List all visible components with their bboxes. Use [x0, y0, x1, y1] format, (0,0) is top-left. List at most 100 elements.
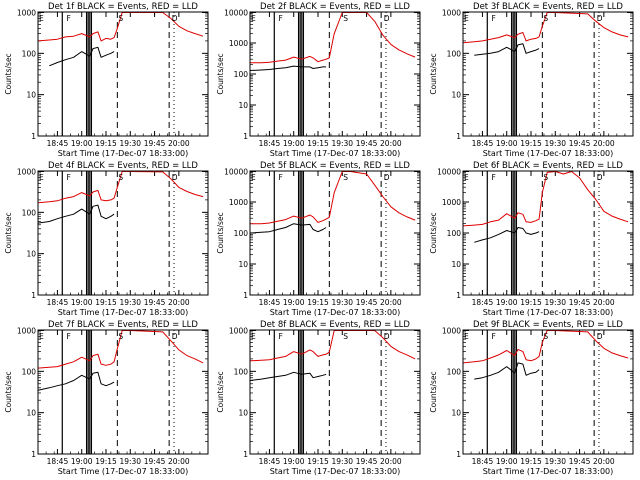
x-tick-label: 18:45 [259, 298, 281, 307]
x-tick-label: 19:45 [356, 457, 378, 466]
flag-marker-s: S [343, 14, 348, 23]
flag-marker-s: S [343, 173, 348, 182]
axes-frame [37, 329, 209, 455]
y-tick-label: 1 [31, 450, 36, 459]
y-tick-label: 1000 [229, 39, 248, 48]
x-tick-label: 19:45 [144, 457, 166, 466]
flag-marker-s: S [543, 173, 548, 182]
flag-marker-s: S [543, 332, 548, 341]
x-tick-label: 20:00 [168, 298, 190, 307]
flag-marker-d: D [384, 14, 390, 23]
x-tick-label: 20:00 [168, 457, 190, 466]
x-tick-label: 19:00 [496, 139, 518, 148]
x-tick-label: 18:45 [472, 139, 494, 148]
x-tick-label: 19:15 [95, 298, 117, 307]
y-tick-label: 1000 [442, 327, 461, 336]
x-tick-label: 18:45 [472, 457, 494, 466]
flag-marker-e: E [464, 332, 469, 341]
x-tick-label: 19:15 [307, 457, 329, 466]
flag-marker-e: E [464, 173, 469, 182]
x-tick-label: 19:00 [496, 298, 518, 307]
panel-title: Det 3f BLACK = Events, RED = LLD [473, 2, 623, 12]
flag-marker-f: F [67, 332, 71, 341]
plot-area [463, 330, 629, 454]
axes-frame [462, 329, 634, 455]
x-tick-label: 19:30 [544, 298, 566, 307]
plot-area [38, 12, 204, 136]
panel-det-7: Det 7f BLACK = Events, RED = LLD Counts/s… [4, 320, 209, 476]
flag-marker-s: S [543, 14, 548, 23]
y-axis-label: Counts/sec [429, 371, 438, 412]
y-tick-label: 10 [238, 101, 248, 110]
x-axis-label: Start Time (17-Dec-07 18:33:00) [58, 467, 189, 476]
x-tick-label: 18:45 [47, 457, 69, 466]
y-axis-label: Counts/sec [216, 212, 225, 253]
y-tick-label: 100 [447, 229, 462, 238]
x-tick-label: 18:45 [47, 139, 69, 148]
series-lld-line [38, 171, 204, 204]
flag-marker-d: D [597, 14, 603, 23]
y-axis-label: Counts/sec [216, 53, 225, 94]
x-tick-label: 19:00 [283, 457, 305, 466]
x-tick-label: 19:00 [71, 457, 93, 466]
flag-marker-s: S [118, 173, 123, 182]
y-tick-label: 10 [26, 91, 36, 100]
x-tick-label: 19:15 [307, 139, 329, 148]
flag-marker-e: E [251, 173, 256, 182]
series-lld-line [463, 171, 629, 227]
panel-det-4: Det 4f BLACK = Events, RED = LLD Counts/s… [4, 161, 209, 317]
y-tick-label: 10 [238, 260, 248, 269]
y-axis-label: Counts/sec [429, 53, 438, 94]
x-tick-label: 19:30 [544, 457, 566, 466]
y-tick-label: 100 [234, 70, 249, 79]
y-axis-label: Counts/sec [4, 53, 13, 94]
x-tick-label: 19:30 [119, 298, 141, 307]
x-tick-label: 19:30 [331, 298, 353, 307]
x-tick-label: 19:15 [520, 298, 542, 307]
flag-marker-s: S [118, 332, 123, 341]
x-tick-label: 20:00 [380, 457, 402, 466]
flag-marker-d: D [384, 173, 390, 182]
y-tick-label: 10000 [224, 168, 248, 177]
panel-title: Det 8f BLACK = Events, RED = LLD [260, 320, 410, 330]
panel-det-5: Det 5f BLACK = Events, RED = LLD Counts/s… [216, 161, 421, 317]
x-tick-label: 18:45 [47, 298, 69, 307]
axes-frame [37, 11, 209, 137]
y-tick-label: 100 [447, 49, 462, 58]
x-tick-label: 19:15 [520, 139, 542, 148]
x-tick-label: 19:45 [569, 298, 591, 307]
series-lld-line [250, 12, 416, 64]
axes-frame [249, 11, 421, 137]
series-lld-line [250, 330, 416, 362]
x-tick-label: 19:30 [119, 139, 141, 148]
x-axis-label: Start Time (17-Dec-07 18:33:00) [483, 149, 614, 158]
plot-area [250, 12, 416, 136]
x-tick-label: 20:00 [593, 457, 615, 466]
flag-marker-d: D [172, 332, 178, 341]
flag-marker-s: S [118, 14, 123, 23]
y-tick-label: 1 [243, 132, 248, 141]
y-tick-label: 1000 [442, 198, 461, 207]
panel-title: Det 5f BLACK = Events, RED = LLD [260, 161, 410, 171]
x-axis-label: Start Time (17-Dec-07 18:33:00) [58, 149, 189, 158]
x-tick-label: 20:00 [380, 139, 402, 148]
axes-frame [249, 329, 421, 455]
y-tick-label: 10 [451, 91, 461, 100]
panel-title: Det 1f BLACK = Events, RED = LLD [48, 2, 198, 12]
flag-marker-d: D [384, 332, 390, 341]
x-tick-label: 18:45 [259, 139, 281, 148]
flag-marker-d: D [172, 14, 178, 23]
y-tick-label: 1 [31, 132, 36, 141]
plot-area [463, 171, 629, 295]
x-tick-label: 19:45 [356, 139, 378, 148]
y-tick-label: 1 [456, 450, 461, 459]
flag-marker-e: E [464, 14, 469, 23]
x-tick-label: 19:15 [520, 457, 542, 466]
y-tick-label: 100 [22, 367, 37, 376]
x-axis-label: Start Time (17-Dec-07 18:33:00) [483, 467, 614, 476]
plot-area [38, 171, 204, 295]
series-lld-line [463, 12, 629, 44]
panel-title: Det 4f BLACK = Events, RED = LLD [48, 161, 198, 171]
series-lld-line [38, 12, 204, 42]
x-axis-label: Start Time (17-Dec-07 18:33:00) [483, 308, 614, 317]
